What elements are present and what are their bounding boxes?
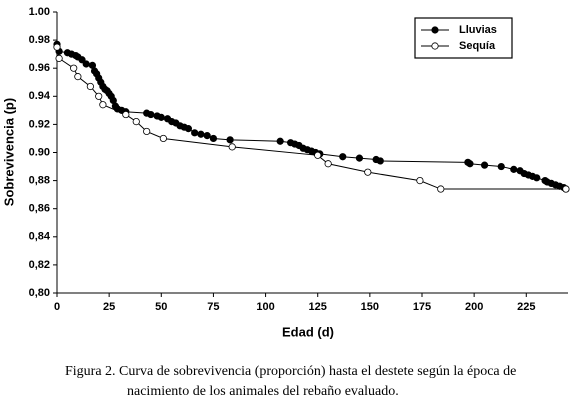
x-tick-label: 50 bbox=[155, 301, 167, 313]
caption: Figura 2. Curva de sobrevivencia (propor… bbox=[65, 364, 517, 399]
legend-marker bbox=[431, 26, 439, 34]
point bbox=[191, 129, 199, 137]
point bbox=[339, 153, 347, 161]
y-tick-label: 0,88 bbox=[29, 175, 50, 187]
point bbox=[497, 162, 505, 171]
point bbox=[99, 101, 107, 109]
point bbox=[226, 136, 234, 144]
point bbox=[157, 113, 165, 121]
point bbox=[143, 127, 151, 136]
y-tick-label: 0.96 bbox=[29, 62, 50, 74]
y-tick-label: 0.98 bbox=[29, 34, 50, 46]
point bbox=[147, 110, 155, 119]
point bbox=[228, 143, 236, 151]
point bbox=[159, 134, 167, 143]
y-tick-label: 0,84 bbox=[29, 231, 51, 243]
point bbox=[86, 82, 94, 91]
point bbox=[209, 134, 218, 143]
point bbox=[70, 64, 78, 72]
point bbox=[184, 125, 192, 133]
point bbox=[82, 60, 90, 68]
x-axis-label: Edad (d) bbox=[282, 324, 334, 339]
point bbox=[324, 160, 332, 168]
y-tick-label: 0.92 bbox=[29, 118, 50, 130]
y-tick-label: 0.90 bbox=[29, 146, 50, 158]
x-tick-label: 100 bbox=[256, 301, 274, 313]
point bbox=[95, 92, 103, 100]
point bbox=[203, 132, 211, 140]
point bbox=[122, 110, 130, 119]
x-tick-label: 200 bbox=[465, 301, 483, 313]
legend-label: Lluvias bbox=[459, 24, 497, 36]
y-axis-label: Sobrevivencia (p) bbox=[1, 98, 16, 206]
point bbox=[355, 154, 364, 162]
point bbox=[510, 165, 518, 173]
x-tick-label: 150 bbox=[361, 301, 379, 313]
legend-marker bbox=[431, 42, 439, 50]
x-tick-label: 25 bbox=[103, 301, 115, 313]
point bbox=[437, 185, 445, 193]
point bbox=[364, 168, 372, 176]
y-tick-label: 0,82 bbox=[29, 259, 50, 271]
point bbox=[276, 137, 284, 145]
point bbox=[416, 177, 424, 185]
x-tick-label: 175 bbox=[413, 301, 431, 313]
x-tick-label: 0 bbox=[54, 301, 60, 313]
legend-label: Sequía bbox=[459, 40, 496, 52]
point bbox=[78, 56, 86, 64]
chart: Edad (d) Sobrevivencia (p) 0,80 0,82 0,84 0… bbox=[1, 6, 570, 339]
x-tick-label: 125 bbox=[309, 301, 327, 313]
x-tick-label: 225 bbox=[517, 301, 535, 313]
y-tick-label: 1.00 bbox=[29, 6, 50, 18]
point bbox=[197, 130, 205, 138]
point bbox=[466, 160, 474, 168]
y-tick-label: 0,86 bbox=[29, 203, 50, 215]
point bbox=[132, 117, 140, 126]
x-tick-label: 75 bbox=[207, 301, 219, 313]
series-line bbox=[56, 47, 566, 190]
point bbox=[74, 73, 82, 81]
point bbox=[314, 151, 322, 159]
point bbox=[55, 54, 63, 62]
legend-box bbox=[414, 17, 513, 59]
y-tick-label: 0,80 bbox=[29, 287, 50, 299]
point bbox=[533, 174, 541, 182]
point bbox=[480, 161, 489, 169]
point bbox=[53, 43, 61, 51]
series-line bbox=[56, 44, 567, 190]
y-tick-label: 0.94 bbox=[29, 90, 51, 102]
point bbox=[376, 157, 384, 165]
point bbox=[562, 185, 570, 193]
